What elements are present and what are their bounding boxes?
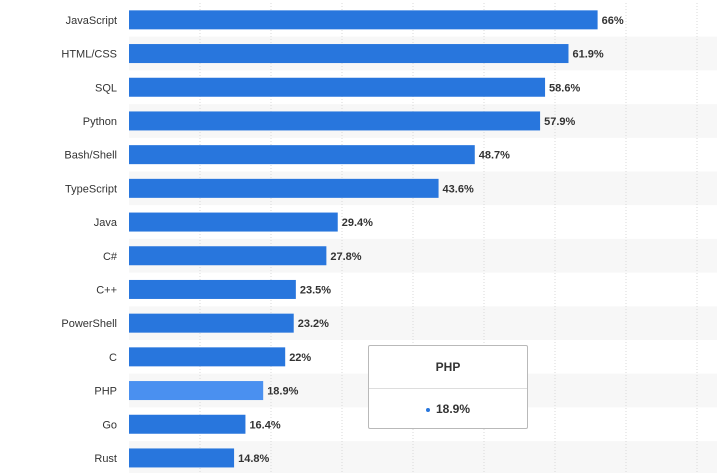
- category-label: C: [109, 352, 117, 364]
- category-label: Java: [94, 217, 118, 229]
- category-label: C++: [96, 284, 117, 296]
- bar: [129, 145, 475, 165]
- tooltip-title: PHP: [369, 346, 527, 389]
- value-label: 61.9%: [572, 49, 603, 61]
- bar: [129, 246, 327, 266]
- value-label: 48.7%: [479, 150, 510, 162]
- category-label: Bash/Shell: [64, 150, 117, 162]
- bar: [129, 10, 598, 30]
- bar: [129, 381, 264, 401]
- value-label: 14.8%: [238, 453, 269, 465]
- value-label: 58.6%: [549, 82, 580, 94]
- bar: [129, 212, 338, 232]
- bar: [129, 347, 286, 367]
- bar: [129, 111, 541, 131]
- category-label: TypeScript: [65, 183, 117, 195]
- category-label: SQL: [95, 82, 117, 94]
- value-label: 18.9%: [267, 386, 298, 398]
- value-label: 57.9%: [544, 116, 575, 128]
- chart-tooltip: PHP 18.9%: [368, 345, 528, 429]
- value-label: 22%: [289, 352, 311, 364]
- category-label: JavaScript: [66, 15, 117, 27]
- bar: [129, 178, 439, 198]
- category-label: PowerShell: [61, 318, 117, 330]
- bar: [129, 279, 296, 299]
- category-label: HTML/CSS: [61, 49, 117, 61]
- bar: [129, 414, 246, 434]
- value-label: 29.4%: [342, 217, 373, 229]
- value-label: 23.2%: [298, 318, 329, 330]
- value-label: 27.8%: [330, 251, 361, 263]
- series-dot-icon: [425, 407, 430, 412]
- category-label: Rust: [94, 453, 117, 465]
- bar: [129, 77, 546, 97]
- category-label: PHP: [94, 386, 117, 398]
- tooltip-body: 18.9%: [369, 389, 527, 429]
- value-label: 23.5%: [300, 284, 331, 296]
- tooltip-value: 18.9%: [435, 402, 471, 416]
- value-label: 66%: [602, 15, 624, 27]
- value-label: 16.4%: [249, 419, 280, 431]
- bar: [129, 44, 569, 64]
- value-label: 43.6%: [443, 183, 474, 195]
- category-label: Python: [83, 116, 117, 128]
- bar: [129, 313, 294, 333]
- category-label: C#: [103, 251, 118, 263]
- category-label: Go: [102, 419, 117, 431]
- bar: [129, 448, 235, 468]
